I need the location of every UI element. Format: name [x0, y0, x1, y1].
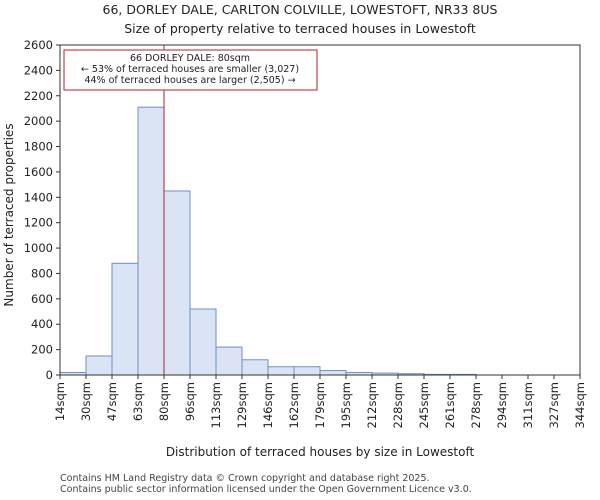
bars-group — [59, 106, 477, 376]
x-tick-label: 30sqm — [79, 382, 93, 421]
x-tick-label: 212sqm — [365, 382, 379, 428]
chart-title: 66, DORLEY DALE, CARLTON COLVILLE, LOWES… — [103, 2, 498, 17]
y-tick-label: 2400 — [24, 63, 53, 77]
y-tick-label: 1400 — [24, 190, 53, 204]
x-tick-label: 344sqm — [573, 382, 587, 428]
annotation-larger: 44% of terraced houses are larger (2,505… — [84, 75, 295, 86]
x-tick-label: 96sqm — [183, 382, 197, 421]
histogram-bar — [267, 366, 295, 376]
annotation-title: 66 DORLEY DALE: 80sqm — [130, 53, 250, 64]
annotation-frame — [63, 49, 318, 91]
x-tick-label: 113sqm — [209, 382, 223, 428]
y-tick-label: 200 — [31, 343, 53, 357]
y-tick-label: 800 — [31, 266, 53, 280]
y-tick-label: 1800 — [24, 140, 53, 154]
y-tick-label: 0 — [46, 368, 53, 382]
x-tick-label: 327sqm — [547, 382, 561, 428]
x-tick-label: 245sqm — [417, 382, 431, 428]
x-axis-ticks: 14sqm 30sqm 47sqm 63sqm 80sqm 96sqm 113sqm 129s… — [53, 375, 587, 428]
x-tick-label: 278sqm — [469, 382, 483, 428]
y-tick-label: 1000 — [24, 241, 53, 255]
footer-licence: Contains public sector information licen… — [60, 484, 472, 495]
chart-subtitle: Size of property relative to terraced ho… — [124, 21, 476, 36]
histogram-bar — [85, 355, 113, 376]
y-axis-ticks: 0 200 400 600 800 1000 1200 1400 1600 1800 2000 220… — [24, 38, 60, 382]
histogram-bar — [293, 366, 321, 376]
x-tick-label: 311sqm — [521, 382, 535, 428]
y-tick-label: 600 — [31, 292, 53, 306]
histogram-bar — [163, 190, 191, 376]
x-tick-label: 80sqm — [157, 382, 171, 421]
histogram-bar — [111, 262, 139, 376]
x-tick-label: 146sqm — [261, 382, 275, 428]
x-tick-label: 129sqm — [235, 382, 249, 428]
y-tick-label: 1200 — [24, 216, 53, 230]
histogram-bar — [319, 370, 347, 376]
y-tick-label: 2000 — [24, 114, 53, 128]
x-tick-label: 195sqm — [339, 382, 353, 428]
footer-copyright: Contains HM Land Registry data © Crown c… — [60, 473, 430, 484]
x-tick-label: 63sqm — [131, 382, 145, 421]
y-tick-label: 1600 — [24, 165, 53, 179]
histogram-bar — [137, 106, 165, 376]
y-tick-label: 400 — [31, 317, 53, 331]
x-tick-label: 47sqm — [105, 382, 119, 421]
y-tick-label: 2600 — [24, 38, 53, 52]
x-tick-label: 162sqm — [287, 382, 301, 428]
plot-frame — [59, 44, 581, 376]
x-axis-label: Distribution of terraced houses by size … — [166, 445, 475, 459]
y-tick-label: 2200 — [24, 89, 53, 103]
x-tick-label: 228sqm — [391, 382, 405, 428]
annotation-box: 66 DORLEY DALE: 80sqm ← 53% of terraced … — [63, 49, 318, 91]
x-tick-label: 261sqm — [443, 382, 457, 428]
histogram-bar — [215, 346, 243, 376]
x-tick-label: 14sqm — [53, 382, 67, 421]
annotation-smaller: ← 53% of terraced houses are smaller (3,… — [81, 64, 299, 75]
y-axis-label: Number of terraced properties — [2, 123, 16, 306]
histogram-bar — [241, 359, 269, 376]
x-tick-label: 179sqm — [313, 382, 327, 428]
x-tick-label: 294sqm — [495, 382, 509, 428]
histogram-bar — [189, 308, 217, 376]
